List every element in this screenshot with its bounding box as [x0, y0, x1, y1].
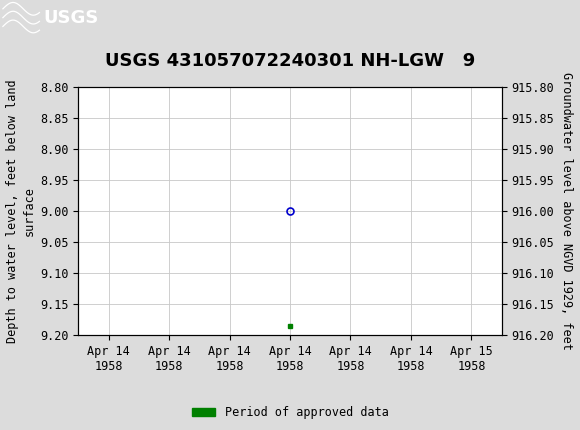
Y-axis label: Groundwater level above NGVD 1929, feet: Groundwater level above NGVD 1929, feet	[560, 72, 572, 350]
Text: USGS: USGS	[44, 9, 99, 27]
Legend: Period of approved data: Period of approved data	[187, 402, 393, 424]
Y-axis label: Depth to water level, feet below land
surface: Depth to water level, feet below land su…	[6, 79, 36, 343]
Text: USGS 431057072240301 NH-LGW   9: USGS 431057072240301 NH-LGW 9	[105, 52, 475, 71]
